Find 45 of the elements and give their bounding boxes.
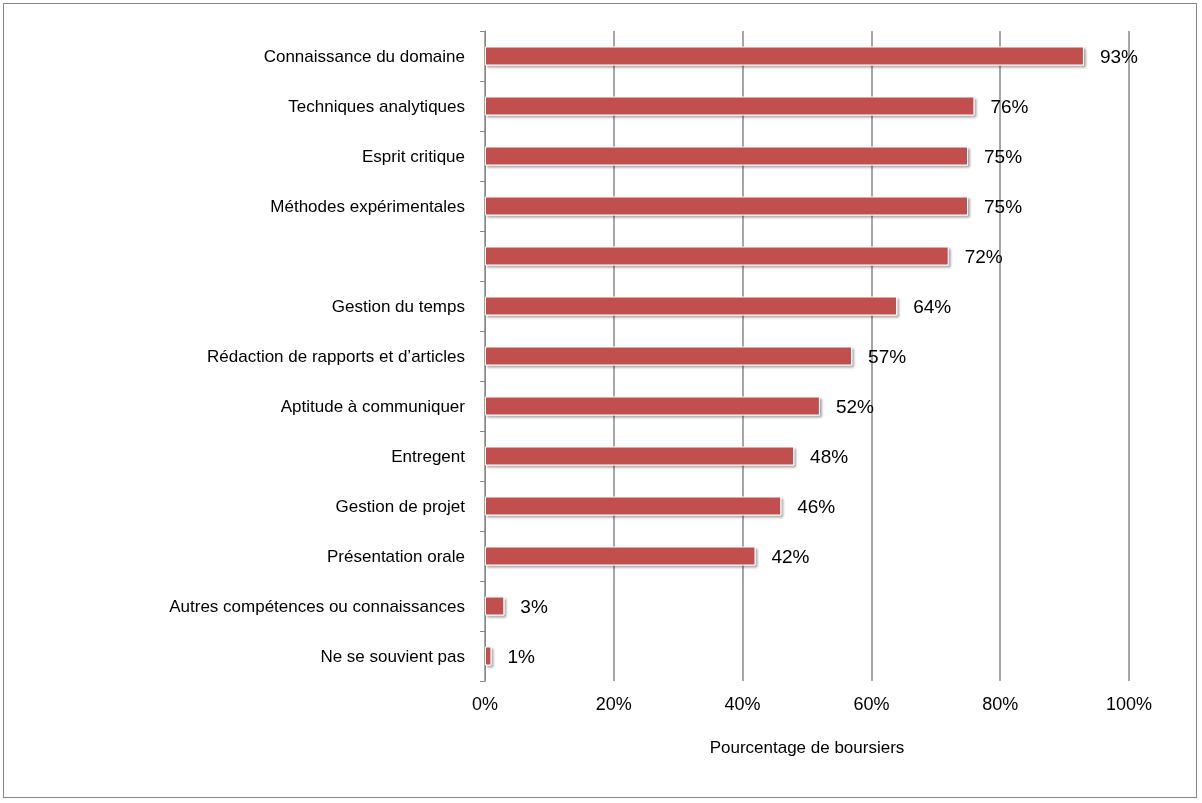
data-label: 64% [913,295,952,317]
data-label: 46% [797,495,836,517]
data-label: 42% [771,545,810,567]
y-tick-label: Connaissance du domaine [263,46,465,66]
x-axis-title: Pourcentage de boursiers [709,738,905,757]
y-tick-label: Ne se souvient pas [320,646,465,666]
x-tick-label: 40% [724,694,761,714]
x-tick-label: 20% [595,694,632,714]
bar [485,496,782,516]
data-label: 75% [984,145,1023,167]
y-tick-label: Gestion du temps [331,296,465,316]
data-label: 75% [984,195,1023,217]
y-tick-label: Techniques analytiques [288,96,465,116]
data-label: 1% [507,645,536,667]
bar [485,346,853,366]
y-tick-label: Aptitude à communiquer [280,396,466,416]
data-label: 3% [520,595,548,617]
bar [485,46,1084,66]
y-tick-label: Méthodes expérimentales [270,196,465,216]
y-tick-label: Présentation orale [327,546,465,566]
data-label: 76% [990,95,1029,117]
bar [485,146,968,166]
y-tick-label: Entregent [391,446,466,466]
bar [485,646,492,666]
x-tick-label: 100% [1105,694,1153,714]
bar [485,246,949,266]
bar [485,546,756,566]
y-tick-label: Autres compétences ou connaissances [169,596,465,616]
y-tick-label: Esprit critique [362,146,465,166]
x-tick-label: 80% [982,694,1019,714]
y-tick-label: Rédaction de rapports et d’articles [207,346,465,366]
x-tick-label: 0% [471,694,499,714]
y-tick-label: Gestion de projet [335,496,466,516]
data-label: 52% [835,395,875,417]
bar [485,296,898,316]
data-label: 72% [964,245,1003,267]
bar [485,396,820,416]
data-label: 93% [1099,45,1139,67]
data-label: 48% [810,445,849,467]
data-label: 57% [868,345,907,367]
x-tick-label: 60% [853,694,890,714]
bar [485,96,975,116]
bar [485,446,795,466]
bar [485,596,505,616]
bar [485,196,968,216]
